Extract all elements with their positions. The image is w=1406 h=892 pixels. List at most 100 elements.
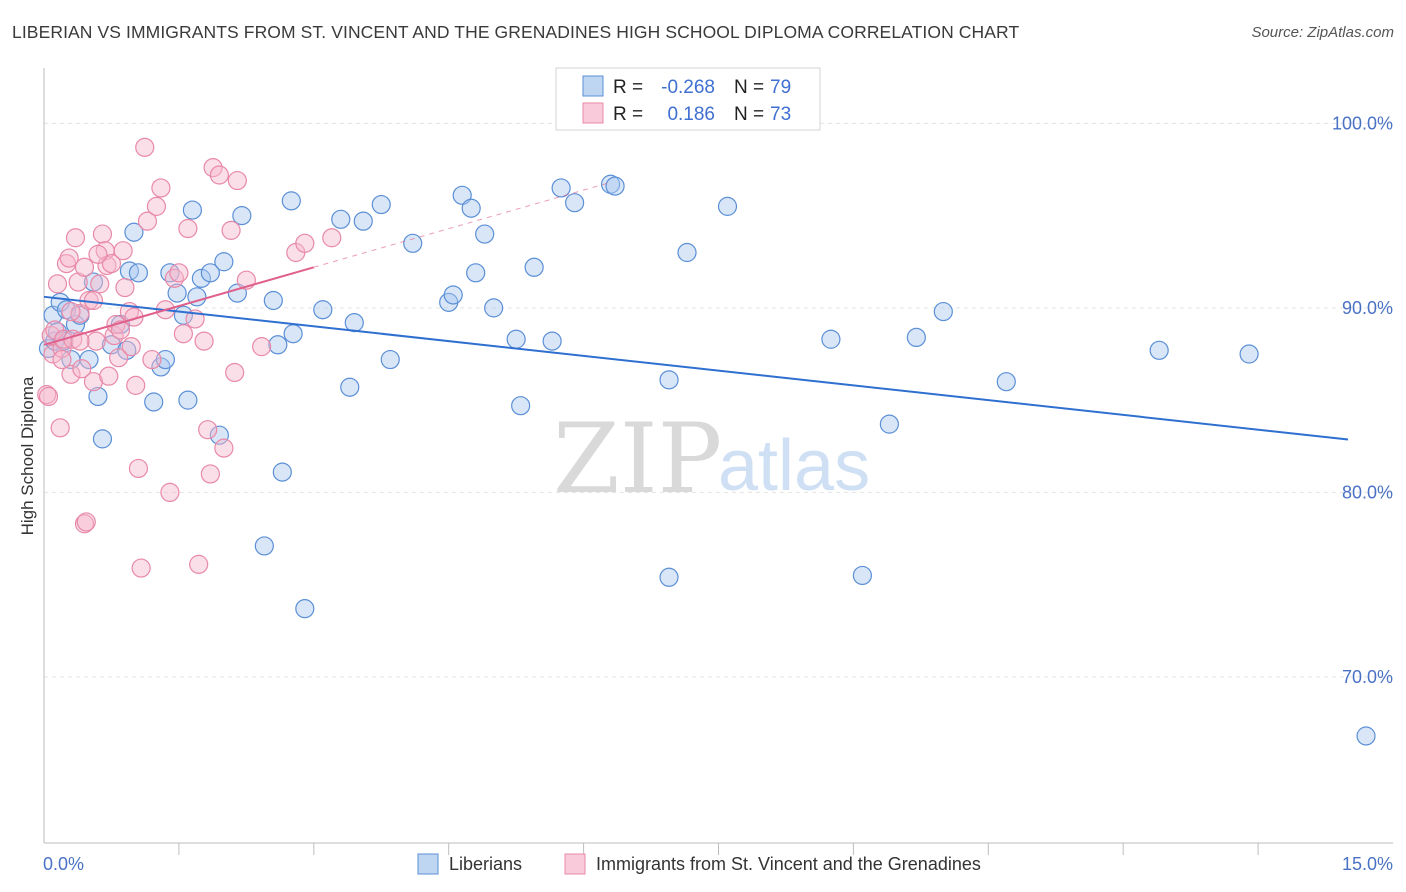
data-point-st-vincent	[50, 418, 70, 438]
data-point-liberians	[906, 327, 926, 348]
watermark-zip: ZIP	[553, 403, 722, 515]
data-point-st-vincent	[52, 349, 72, 370]
data-point-st-vincent	[109, 348, 129, 368]
data-point-st-vincent	[151, 178, 171, 198]
legend-swatch-pink	[582, 102, 604, 124]
data-point-liberians	[353, 211, 373, 231]
data-point-liberians	[461, 198, 481, 218]
data-point-st-vincent	[76, 512, 96, 532]
data-point-liberians	[295, 599, 315, 619]
data-point-liberians	[268, 335, 288, 355]
data-point-liberians	[371, 194, 391, 215]
data-point-liberians	[178, 390, 198, 410]
data-point-liberians	[214, 252, 234, 272]
data-point-st-vincent	[146, 196, 167, 216]
data-point-st-vincent	[225, 362, 245, 383]
legend-swatch-blue	[582, 75, 604, 97]
data-point-liberians	[506, 329, 526, 349]
data-point-liberians	[313, 300, 333, 320]
data-point-liberians	[380, 349, 400, 370]
y-tick-label: 80.0%	[1342, 482, 1393, 502]
data-point-st-vincent	[99, 366, 119, 386]
trend-line-st-vincent	[43, 266, 315, 346]
data-point-liberians	[281, 191, 301, 211]
bottom-legend-swatch-st-vincent	[564, 853, 586, 875]
legend-r-value-pink: 0.186	[667, 104, 715, 125]
data-point-st-vincent	[160, 482, 180, 503]
watermark: ZIP atlas	[553, 403, 870, 515]
data-point-st-vincent	[38, 386, 59, 407]
data-point-liberians	[677, 242, 697, 263]
data-point-st-vincent	[83, 290, 104, 311]
data-point-st-vincent	[92, 224, 113, 244]
chart-title: LIBERIAN VS IMMIGRANTS FROM ST. VINCENT …	[12, 22, 1020, 42]
watermark-atlas: atlas	[718, 426, 870, 506]
data-point-st-vincent	[178, 218, 198, 239]
data-point-st-vincent	[72, 359, 92, 379]
data-point-liberians	[879, 414, 899, 434]
data-point-st-vincent	[88, 244, 108, 264]
data-point-liberians	[659, 370, 679, 390]
data-point-st-vincent	[43, 344, 63, 364]
legend-n-label-pink: N =	[734, 104, 764, 125]
data-point-liberians	[605, 176, 625, 196]
bottom-legend-label-liberians: Liberians	[449, 854, 522, 874]
data-point-st-vincent	[86, 331, 106, 351]
data-point-liberians	[182, 200, 202, 220]
data-point-liberians	[852, 565, 872, 586]
legend-box: R = -0.268 N = 79 R = 0.186 N = 73	[555, 67, 821, 131]
data-point-liberians	[144, 392, 164, 412]
data-point-st-vincent	[198, 420, 218, 440]
data-point-st-vincent	[59, 248, 79, 268]
data-point-st-vincent	[83, 372, 104, 392]
data-point-liberians	[443, 285, 463, 305]
legend-n-value-blue: 79	[770, 77, 791, 98]
data-point-liberians	[283, 324, 303, 344]
data-point-st-vincent	[61, 364, 81, 384]
bottom-legend-swatch-liberians	[417, 853, 439, 875]
data-point-st-vincent	[56, 253, 77, 274]
data-point-liberians	[254, 536, 274, 556]
bottom-legend: Liberians Immigrants from St. Vincent an…	[417, 853, 981, 875]
y-tick-label: 70.0%	[1342, 667, 1393, 687]
data-point-liberians	[542, 331, 562, 351]
data-point-st-vincent	[189, 554, 209, 574]
data-point-st-vincent	[252, 337, 272, 357]
data-point-st-vincent	[322, 228, 342, 248]
legend-r-value-blue: -0.268	[661, 77, 715, 98]
data-point-st-vincent	[142, 349, 162, 370]
data-point-liberians	[263, 290, 283, 311]
data-point-liberians	[200, 263, 220, 283]
data-point-liberians	[331, 209, 351, 229]
data-point-liberians	[88, 386, 108, 407]
data-point-liberians	[717, 196, 738, 216]
legend-n-value-pink: 73	[770, 104, 791, 125]
data-point-st-vincent	[194, 331, 214, 351]
trend-line-st-vincent-extension	[313, 181, 611, 268]
data-point-liberians	[340, 377, 360, 397]
data-point-liberians	[272, 462, 292, 482]
data-point-st-vincent	[169, 263, 189, 283]
data-point-liberians	[232, 206, 252, 226]
data-point-st-vincent	[173, 324, 193, 344]
data-point-st-vincent	[101, 253, 122, 274]
data-point-st-vincent	[65, 228, 86, 248]
data-point-st-vincent	[115, 277, 135, 298]
data-point-liberians	[124, 222, 144, 242]
data-point-st-vincent	[126, 375, 146, 395]
data-point-st-vincent	[203, 158, 223, 178]
data-point-liberians	[933, 301, 953, 322]
series-liberians	[38, 174, 1376, 746]
y-tick-label: 100.0%	[1332, 113, 1393, 133]
data-point-st-vincent	[131, 558, 151, 578]
grid: 70.0% 80.0% 90.0% 100.0%	[44, 113, 1393, 687]
bottom-legend-label-st-vincent: Immigrants from St. Vincent and the Gren…	[596, 854, 981, 874]
data-point-st-vincent	[221, 220, 241, 240]
legend-n-label-blue: N =	[734, 77, 764, 98]
series-st-vincent	[37, 137, 342, 578]
chart-source: Source: ZipAtlas.com	[1251, 24, 1394, 41]
data-point-liberians	[344, 313, 364, 333]
legend-r-label-pink: R =	[613, 104, 643, 125]
data-point-liberians	[475, 224, 495, 244]
data-point-st-vincent	[209, 165, 229, 185]
